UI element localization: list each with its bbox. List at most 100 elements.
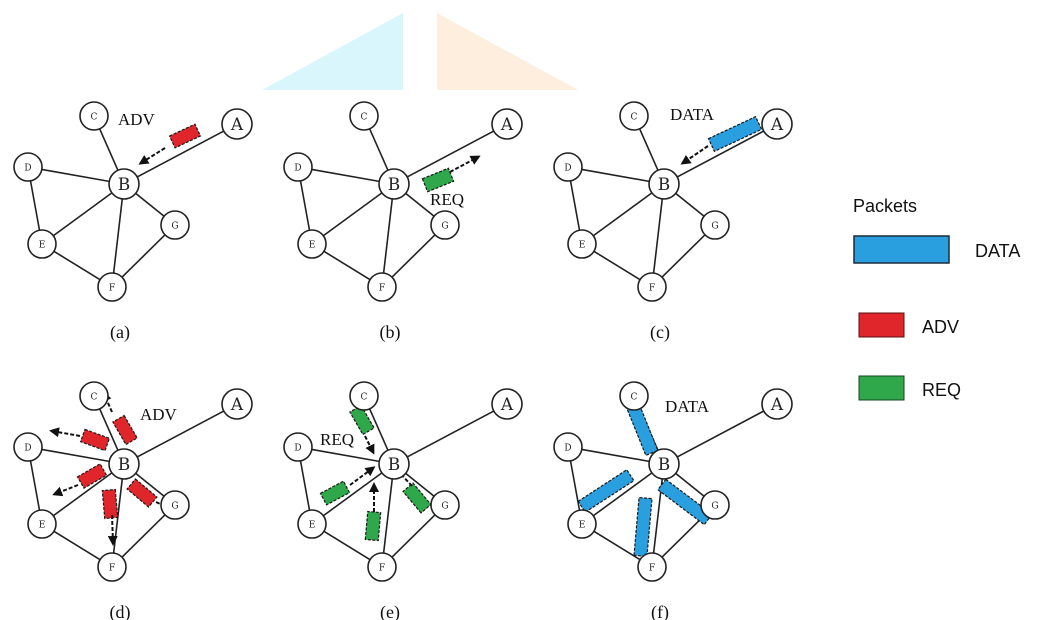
node-c: C [79, 381, 109, 411]
message-label: DATA [670, 105, 715, 124]
arrow [102, 391, 113, 413]
data-packet [707, 115, 763, 153]
node-label: C [91, 393, 98, 403]
req-packet [349, 404, 375, 436]
req-packet [364, 510, 382, 542]
node-b: B [648, 168, 680, 200]
adv-packet [126, 478, 158, 508]
legend-req-label: REQ [922, 380, 961, 400]
node-b: B [378, 448, 410, 480]
node-label: C [631, 393, 638, 403]
legend-title: Packets [853, 196, 917, 216]
node-d: D [283, 152, 313, 182]
node-label: E [309, 241, 316, 251]
edge-B-G [675, 472, 705, 497]
edge-A-B [406, 130, 495, 178]
node-c: C [619, 381, 649, 411]
edge-E-F [323, 530, 371, 561]
data-packet [577, 468, 635, 514]
node-g: G [430, 490, 460, 520]
node-label: B [658, 455, 671, 475]
node-c: C [349, 101, 379, 131]
node-b: B [108, 448, 140, 480]
arrow [449, 155, 481, 173]
node-f: F [637, 552, 667, 582]
node-label: D [564, 444, 571, 454]
edge-B-F [382, 198, 394, 274]
node-label: B [118, 455, 131, 475]
edge-F-G [661, 514, 706, 558]
node-a: A [221, 108, 253, 140]
adv-packet [79, 428, 111, 452]
edge-B-C [638, 128, 659, 171]
node-label: D [294, 444, 301, 454]
legend-data-label: DATA [975, 241, 1020, 261]
node-label: F [379, 564, 385, 574]
node-label: A [230, 395, 244, 415]
watermark-orange-triangle [437, 13, 578, 90]
edge-F-G [391, 234, 436, 278]
node-label: E [39, 241, 46, 251]
node-label: B [118, 175, 131, 195]
arrow [680, 145, 709, 165]
node-label: B [658, 175, 671, 195]
node-label: G [441, 502, 448, 512]
edge-B-G [405, 472, 435, 497]
arrow [138, 147, 166, 165]
message-label: REQ [430, 190, 464, 209]
node-e: E [27, 509, 57, 539]
legend-adv-swatch [858, 312, 905, 338]
node-label: G [711, 502, 718, 512]
edge-B-E [52, 192, 113, 237]
edge-B-G [675, 192, 705, 217]
legend-data-swatch [853, 235, 950, 264]
node-a: A [491, 108, 523, 140]
edge-B-D [41, 448, 110, 463]
edge-D-E [299, 460, 311, 511]
node-e: E [567, 229, 597, 259]
arrow [349, 466, 376, 486]
panel-caption: (d) [110, 602, 131, 620]
node-label: E [579, 521, 586, 531]
edge-B-D [41, 168, 110, 183]
node-label: G [441, 222, 448, 232]
edge-A-B [406, 410, 495, 458]
node-d: D [13, 432, 43, 462]
arrow [364, 435, 375, 455]
req-packet [421, 167, 455, 193]
edge-F-G [661, 234, 706, 278]
edge-A-B [676, 130, 765, 178]
adv-packet [168, 123, 202, 149]
node-label: C [91, 113, 98, 123]
panel-e: C A D B G E F REQ (e) [283, 381, 523, 620]
node-a: A [221, 388, 253, 420]
node-e: E [567, 509, 597, 539]
edge-A-B [136, 130, 225, 178]
adv-packet [112, 414, 138, 446]
edge-B-E [592, 472, 653, 517]
panel-caption: (c) [650, 322, 670, 343]
node-c: C [79, 101, 109, 131]
node-d: D [553, 432, 583, 462]
message-label: ADV [118, 110, 156, 129]
edge-B-G [405, 192, 435, 217]
edge-B-F [652, 198, 664, 274]
adv-packet [76, 463, 108, 489]
node-d: D [283, 432, 313, 462]
node-g: G [700, 490, 730, 520]
node-label: G [171, 502, 178, 512]
legend-req-swatch [858, 375, 905, 401]
arrow [52, 484, 79, 497]
legend: Packets DATA ADV REQ [853, 196, 1020, 401]
arrow [49, 427, 81, 438]
edge-B-D [581, 168, 650, 183]
edge-B-F [112, 198, 124, 274]
message-label: DATA [665, 397, 710, 416]
data-packet [657, 478, 713, 526]
node-label: B [388, 455, 401, 475]
edge-A-B [676, 410, 765, 458]
arrow [107, 514, 118, 546]
node-label: F [649, 284, 655, 294]
node-label: A [230, 115, 244, 135]
